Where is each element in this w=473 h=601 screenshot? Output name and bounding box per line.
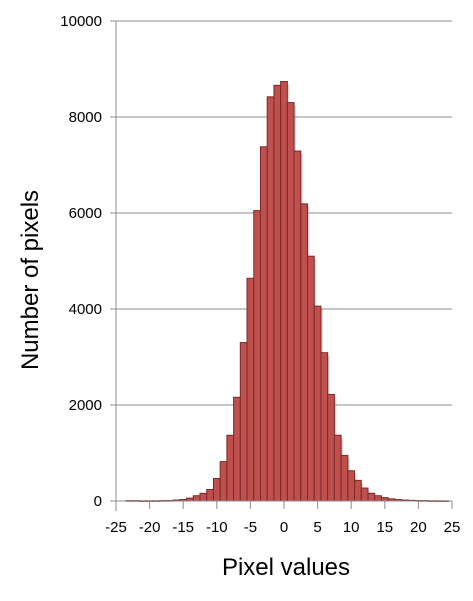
bar [273,84,282,502]
x-tick-label: 10 [343,519,360,536]
bar [327,393,335,502]
bar [239,342,248,502]
bar [320,352,329,502]
bar [333,434,342,502]
bar [360,487,369,502]
x-tick-label: -10 [206,519,228,536]
bar [226,434,235,502]
bar [253,210,261,502]
y-axis-title: Number of pixels [17,190,44,370]
y-tick-label: 10000 [60,13,102,30]
bar [246,277,255,502]
bars [125,80,450,502]
y-tick-label: 8000 [69,109,102,126]
x-axis-title: Pixel values [222,554,350,581]
y-tick-label: 0 [94,493,102,510]
bar [354,479,362,502]
x-tick-label: -20 [139,519,161,536]
bar [259,146,268,502]
bar [233,396,241,502]
x-tick-labels: -25 -20 -15 -10 -5 0 5 10 15 20 25 [105,519,460,536]
x-tick-label: 0 [280,519,288,536]
bar [293,150,302,502]
bar [206,488,214,502]
y-tick-label: 6000 [69,205,102,222]
bar [380,497,389,502]
bar [219,461,228,502]
y-tick-label: 2000 [69,397,102,414]
bar [307,255,315,502]
x-tick-label: 20 [410,519,427,536]
y-tick-labels: 0 2000 4000 6000 8000 10000 [60,13,102,510]
y-tick-label: 4000 [69,301,102,318]
bar [280,80,288,502]
bar [340,454,349,502]
x-tick-label: 5 [313,519,321,536]
x-tick-label: -15 [172,519,194,536]
bar [266,96,275,502]
x-tick-label: 25 [444,519,461,536]
bar [286,102,295,502]
bar [300,203,309,502]
bar [367,492,376,502]
bar [192,495,201,502]
x-tick-label: 15 [376,519,393,536]
bar [347,470,356,502]
axes [110,20,453,511]
bar [212,477,221,502]
x-tick-label: -25 [105,519,127,536]
bar [374,495,382,502]
x-tick-label: -5 [244,519,257,536]
bar [313,305,322,502]
bar [199,492,208,502]
